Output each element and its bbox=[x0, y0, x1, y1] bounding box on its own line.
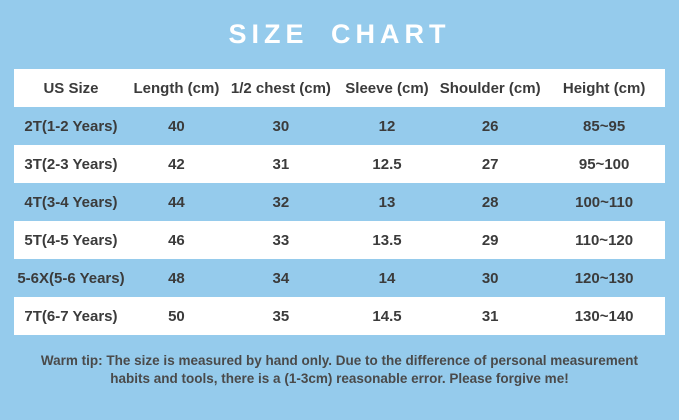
column-header: Length (cm) bbox=[133, 79, 220, 97]
table-cell: 100~110 bbox=[575, 193, 634, 211]
table-cell: 85~95 bbox=[583, 117, 626, 135]
page-title: SIZE CHART bbox=[228, 19, 451, 49]
table-cell: 50 bbox=[168, 307, 185, 325]
table-cell: 31 bbox=[481, 307, 499, 325]
table-cell: 7T(6-7 Years) bbox=[24, 307, 118, 325]
table-cell: 40 bbox=[168, 117, 185, 135]
column-header: 1/2 chest (cm) bbox=[230, 79, 331, 97]
table-cell: 110~120 bbox=[575, 231, 634, 249]
table-cell: 12.5 bbox=[372, 155, 402, 173]
table-cell: 5T(4-5 Years) bbox=[24, 231, 118, 249]
table-cell: 34 bbox=[272, 269, 290, 287]
table-cell: 27 bbox=[481, 155, 499, 173]
table-cell: 46 bbox=[168, 231, 185, 249]
table-cell: 30 bbox=[481, 269, 499, 287]
table-cell: 30 bbox=[272, 117, 290, 135]
column-header: Height (cm) bbox=[562, 79, 646, 97]
column-header: Shoulder (cm) bbox=[439, 79, 541, 97]
warm-tip-text: Warm tip: The size is measured by hand o… bbox=[40, 353, 639, 387]
table-cell: 32 bbox=[272, 193, 290, 211]
table-cell: 26 bbox=[481, 117, 499, 135]
table-cell: 31 bbox=[272, 155, 290, 173]
table-row: 7T(6-7 Years) 50 35 14.5 31 130~140 bbox=[14, 297, 665, 335]
table-cell: 12 bbox=[378, 117, 396, 135]
table-cell: 3T(2-3 Years) bbox=[24, 155, 118, 173]
table-cell: 120~130 bbox=[574, 269, 634, 287]
table-cell: 35 bbox=[272, 307, 290, 325]
table-cell: 29 bbox=[481, 231, 499, 249]
table-header-row: US Size Length (cm) 1/2 chest (cm) Sleeve (… bbox=[14, 69, 665, 107]
size-chart-table: US Size Length (cm) 1/2 chest (cm) Sleeve (… bbox=[14, 69, 665, 335]
table-cell: 14 bbox=[378, 269, 396, 287]
table-body: 2T(1-2 Years) 40 30 12 26 85~95 3T(2-3 Years) 4… bbox=[14, 107, 665, 335]
table-cell: 2T(1-2 Years) bbox=[24, 117, 118, 135]
table-cell: 13 bbox=[378, 193, 396, 211]
table-cell: 42 bbox=[168, 155, 185, 173]
table-cell: 13.5 bbox=[372, 231, 402, 249]
table-cell: 130~140 bbox=[574, 307, 634, 325]
table-row: 5-6X(5-6 Years) 48 34 14 30 120~130 bbox=[14, 259, 665, 297]
column-header: US Size bbox=[43, 79, 99, 97]
table-cell: 14.5 bbox=[372, 307, 402, 325]
table-cell: 5-6X(5-6 Years) bbox=[17, 269, 125, 287]
table-row: 5T(4-5 Years) 46 33 13.5 29 110~120 bbox=[14, 221, 665, 259]
table-row: 3T(2-3 Years) 42 31 12.5 27 95~100 bbox=[14, 145, 665, 183]
table-cell: 95~100 bbox=[578, 155, 630, 173]
table-cell: 48 bbox=[168, 269, 185, 287]
table-row: 2T(1-2 Years) 40 30 12 26 85~95 bbox=[14, 107, 665, 145]
table-cell: 4T(3-4 Years) bbox=[24, 193, 118, 211]
table-row: 4T(3-4 Years) 44 32 13 28 100~110 bbox=[14, 183, 665, 221]
table-cell: 33 bbox=[272, 231, 290, 249]
column-header: Sleeve (cm) bbox=[345, 79, 429, 97]
table-cell: 44 bbox=[168, 193, 185, 211]
table-cell: 28 bbox=[481, 193, 499, 211]
